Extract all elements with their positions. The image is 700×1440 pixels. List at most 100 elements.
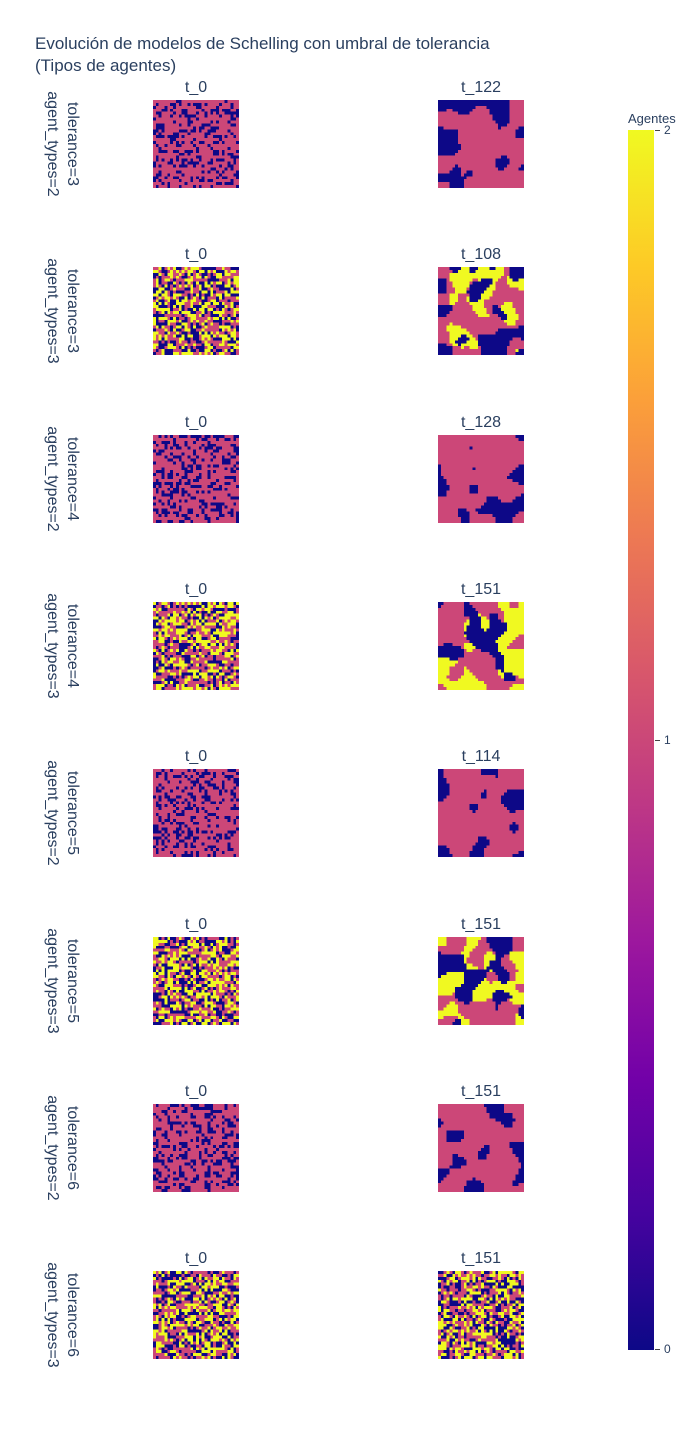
heatmap-cell	[506, 449, 510, 453]
heatmap-cell	[478, 325, 482, 329]
heatmap-cell	[486, 270, 490, 274]
heatmap-cell	[449, 449, 453, 453]
heatmap-cell	[227, 311, 231, 315]
heatmap-cell	[512, 440, 516, 444]
heatmap-3-2	[438, 434, 524, 523]
heatmap-cell	[452, 279, 456, 283]
heatmap-cell	[438, 299, 441, 303]
heatmap-cell	[515, 144, 519, 147]
heatmap-cell	[233, 185, 237, 188]
heatmap-cell	[501, 302, 504, 306]
heatmap-cell	[509, 284, 513, 288]
heatmap-cell	[458, 267, 461, 271]
heatmap-cell	[455, 458, 459, 462]
heatmap-cell	[463, 146, 467, 150]
heatmap-cell	[178, 161, 182, 165]
heatmap-cell	[164, 499, 168, 503]
heatmap-cell	[190, 314, 194, 318]
heatmap-cell	[184, 132, 188, 136]
heatmap-cell	[201, 152, 205, 156]
heatmap-cell	[481, 161, 484, 165]
heatmap-cell	[475, 267, 479, 271]
heatmap-cell	[167, 102, 171, 106]
heatmap-cell	[153, 287, 156, 291]
heatmap-cell	[216, 170, 219, 174]
heatmap-cell	[483, 117, 487, 121]
heatmap-cell	[230, 284, 234, 288]
heatmap-cell	[452, 440, 456, 444]
heatmap-cell	[167, 443, 171, 447]
heatmap-cell	[218, 293, 222, 297]
heatmap-cell	[469, 173, 473, 177]
heatmap-cell	[187, 455, 191, 459]
heatmap-cell	[170, 176, 174, 180]
heatmap-cell	[486, 299, 490, 303]
heatmap-cell	[155, 287, 159, 291]
heatmap-cell	[506, 179, 510, 183]
heatmap-cell	[198, 173, 202, 177]
heatmap-cell	[489, 100, 493, 103]
heatmap-cell	[167, 463, 171, 467]
heatmap-cell	[466, 478, 470, 482]
heatmap-cell	[221, 293, 225, 297]
heatmap-cell	[489, 437, 493, 441]
heatmap-cell	[190, 346, 194, 350]
heatmap-cell	[509, 182, 513, 186]
heatmap-cell	[155, 437, 159, 441]
heatmap-cell	[458, 343, 461, 347]
heatmap-cell	[233, 117, 237, 121]
heatmap-cell	[173, 484, 176, 488]
heatmap-cell	[506, 105, 510, 109]
heatmap-cell	[440, 346, 444, 350]
heatmap-cell	[193, 519, 197, 523]
heatmap-cell	[227, 284, 231, 288]
heatmap-cell	[161, 519, 165, 523]
heatmap-cell	[224, 135, 228, 139]
heatmap-cell	[218, 443, 222, 447]
row-label-line-2: tolerance=3	[64, 269, 81, 354]
heatmap-cell	[492, 284, 496, 288]
heatmap-cell	[201, 120, 205, 124]
heatmap-cell	[501, 299, 504, 303]
heatmap-cell	[155, 141, 159, 145]
heatmap-cell	[492, 155, 496, 159]
heatmap-cell	[472, 340, 476, 344]
heatmap-cell	[196, 132, 199, 136]
heatmap-cell	[187, 328, 191, 332]
heatmap-cell	[158, 305, 162, 309]
heatmap-cell	[236, 493, 239, 497]
heatmap-cell	[193, 179, 197, 183]
heatmap-cell	[452, 100, 456, 103]
heatmap-cell	[216, 182, 219, 186]
heatmap-cell	[509, 466, 513, 470]
heatmap-cell	[518, 328, 522, 332]
heatmap-cell	[190, 502, 194, 506]
heatmap-cell	[446, 270, 450, 274]
heatmap-cell	[161, 337, 165, 341]
heatmap-cell	[460, 123, 464, 127]
heatmap-cell	[521, 287, 524, 291]
heatmap-cell	[498, 141, 502, 145]
heatmap-cell	[446, 120, 450, 124]
heatmap-cell	[446, 317, 450, 321]
heatmap-cell	[216, 299, 219, 303]
heatmap-cell	[218, 463, 222, 467]
heatmap-cell	[452, 290, 456, 294]
heatmap-cell	[455, 299, 459, 303]
heatmap-cell	[443, 308, 447, 312]
heatmap-cell	[193, 481, 197, 485]
heatmap-cell	[455, 108, 459, 112]
heatmap-cell	[181, 340, 185, 344]
heatmap-cell	[216, 460, 219, 464]
heatmap-cell	[440, 126, 444, 130]
heatmap-cell	[503, 117, 507, 121]
heatmap-cell	[221, 126, 225, 130]
heatmap-cell	[495, 472, 499, 476]
heatmap-cell	[233, 182, 237, 186]
heatmap-cell	[460, 152, 464, 156]
heatmap-cell	[463, 469, 467, 473]
heatmap-cell	[153, 346, 156, 350]
heatmap-cell	[201, 111, 205, 115]
heatmap-cell	[196, 273, 199, 277]
heatmap-cell	[181, 120, 185, 124]
